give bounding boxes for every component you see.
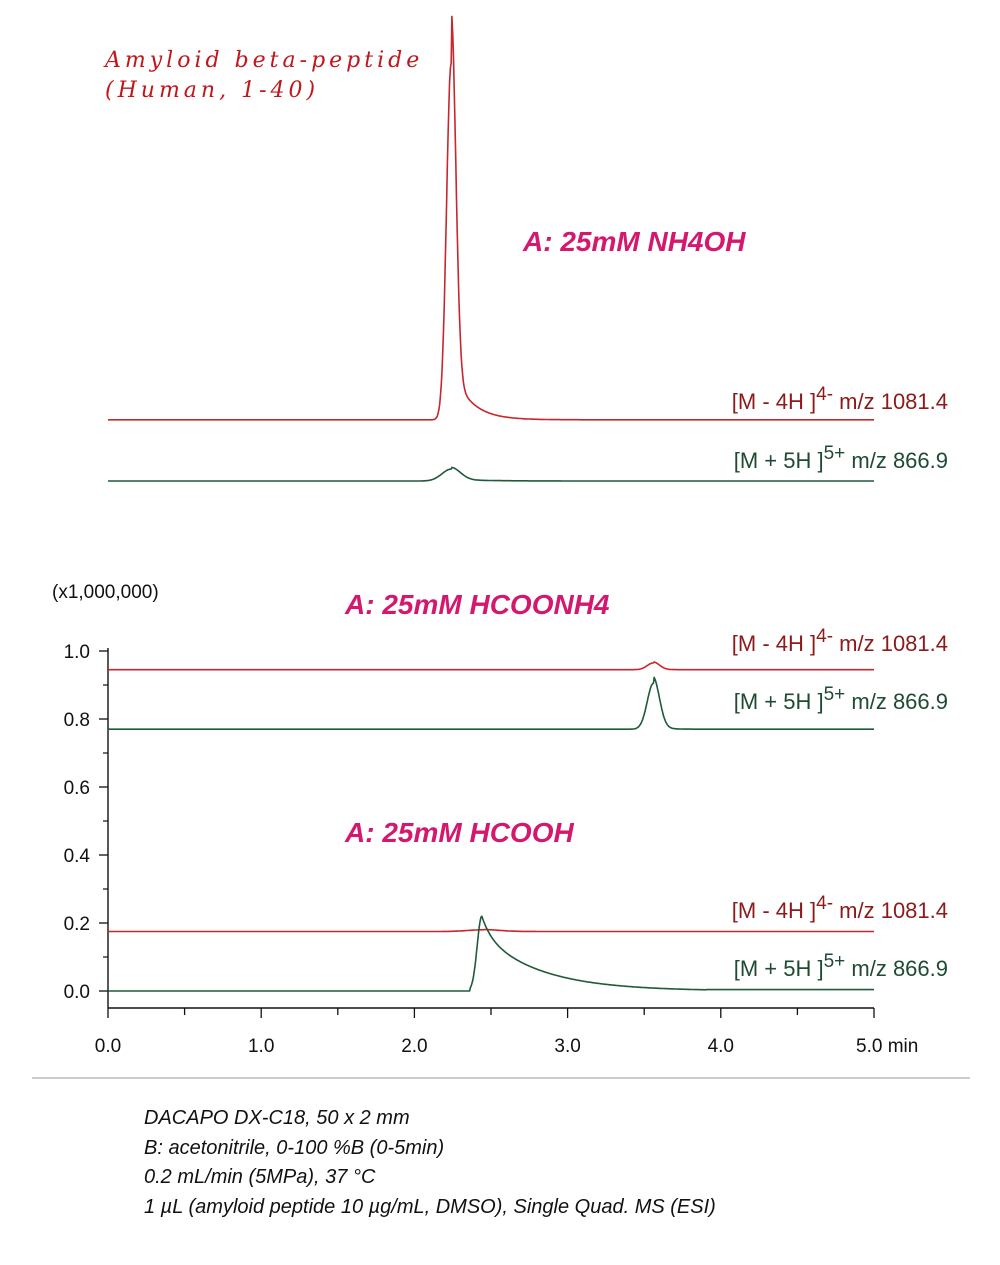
method-note-column: DACAPO DX-C18, 50 x 2 mm [144, 1107, 410, 1129]
y-tick-label: 0.4 [64, 846, 91, 867]
x-tick-label: 0.0 [95, 1036, 121, 1057]
y-tick-label: 1.0 [64, 642, 90, 663]
trace-mz-866-9-hcoonh4 [108, 676, 874, 730]
ion-label: [M - 4H ]4- m/z 1081.4 [732, 893, 948, 923]
x-tick-label: 1.0 [248, 1036, 274, 1057]
condition-label-hcooh: A: 25mM HCOOH [344, 817, 574, 848]
ion-label: [M + 5H ]5+ m/z 866.9 [734, 951, 948, 981]
y-tick-label: 0.8 [64, 710, 90, 731]
x-tick-label: 5.0 min [856, 1036, 918, 1057]
trace-mz-1081-4-hcooh [108, 928, 874, 933]
y-tick-label: 0.2 [64, 914, 90, 935]
x-axis-ticks: 0.0 1.0 2.0 3.0 4.0 5.0 min [95, 1008, 918, 1057]
method-notes: DACAPO DX-C18, 50 x 2 mm B: acetonitrile… [144, 1104, 716, 1222]
trace-mz-1081-4-nh4oh [108, 15, 874, 421]
ion-label: [M + 5H ]5+ m/z 866.9 [734, 443, 948, 473]
method-note-injection: 1 µL (amyloid peptide 10 µg/mL, DMSO), S… [144, 1195, 716, 1218]
ion-label-group: [M - 4H ]4- m/z 1081.4 [M + 5H ]5+ m/z 86… [732, 384, 948, 981]
method-note-gradient: B: acetonitrile, 0-100 %B (0-5min) [144, 1136, 445, 1159]
x-tick-label: 4.0 [708, 1036, 734, 1057]
ion-label: [M - 4H ]4- m/z 1081.4 [732, 626, 948, 656]
compound-range: (Human, 1-40) [105, 78, 319, 103]
trace-mz-866-9-nh4oh [108, 466, 874, 482]
trace-mz-866-9-hcooh [108, 915, 874, 992]
condition-label-nh4oh: A: 25mM NH4OH [522, 226, 746, 257]
trace-group [108, 15, 874, 992]
method-note-flow: 0.2 mL/min (5MPa), 37 °C [144, 1166, 376, 1188]
y-tick-label: 0.0 [64, 982, 90, 1003]
compound-name: Amyloid beta-peptide [103, 48, 423, 73]
ion-label: [M + 5H ]5+ m/z 866.9 [734, 684, 948, 714]
x-tick-label: 3.0 [554, 1036, 580, 1057]
y-tick-label: 0.6 [64, 778, 90, 799]
ion-label: [M - 4H ]4- m/z 1081.4 [732, 384, 948, 414]
y-axis-multiplier: (x1,000,000) [52, 582, 159, 603]
condition-label-hcoonh4: A: 25mM HCOONH4 [344, 589, 610, 620]
x-tick-label: 2.0 [401, 1036, 427, 1057]
trace-mz-1081-4-hcoonh4 [108, 661, 874, 671]
y-axis-ticks: 0.0 0.2 0.4 0.6 0.8 1.0 [64, 642, 108, 1003]
